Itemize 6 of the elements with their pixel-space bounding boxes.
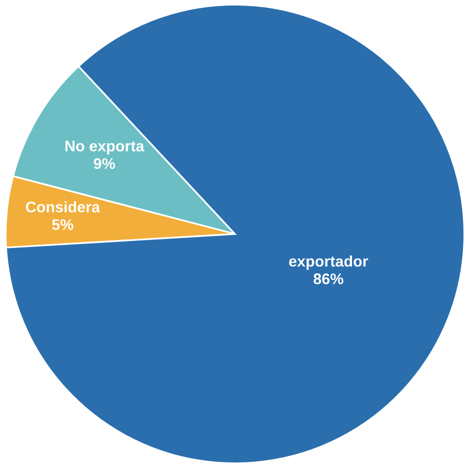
slice-label: exportador — [289, 255, 368, 270]
data-label: 5% — [52, 219, 74, 230]
slice-label: No exporta — [65, 140, 144, 154]
data-label: 86% — [314, 273, 344, 284]
data-label: 9% — [94, 158, 115, 169]
slice-label: Considera — [26, 201, 100, 212]
